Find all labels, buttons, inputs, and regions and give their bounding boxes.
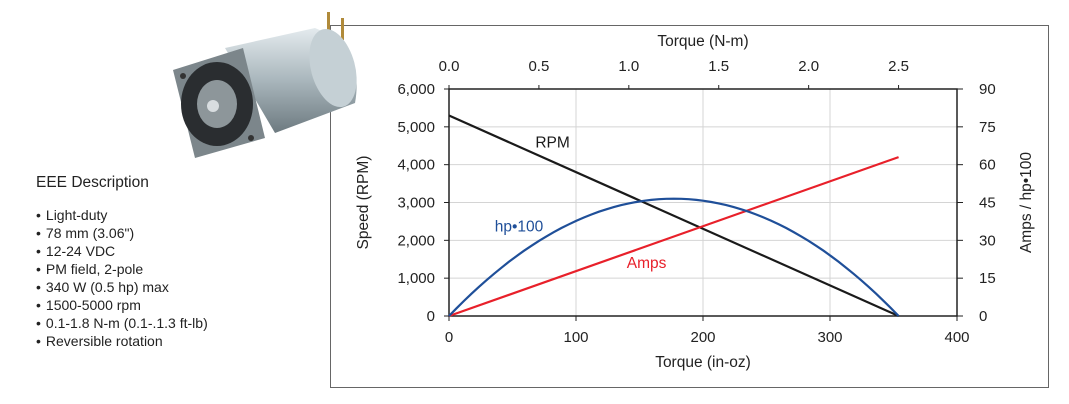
x-tick-label: 100 [563, 329, 588, 346]
x2-tick-label: 0.0 [439, 58, 460, 75]
y-tick-label: 1,000 [397, 270, 435, 287]
spec-item: 340 W (0.5 hp) max [36, 278, 208, 296]
x2-tick-label: 1.5 [708, 58, 729, 75]
chart-frame [330, 25, 1049, 388]
x2-axis-label: Torque (N-m) [657, 33, 748, 50]
x2-tick-label: 1.0 [618, 58, 639, 75]
x2-tick-label: 0.5 [528, 58, 549, 75]
series-label: Amps [627, 255, 667, 272]
spec-item: 1500-5000 rpm [36, 296, 208, 314]
series-line-2 [448, 197, 900, 317]
series-label: RPM [535, 135, 569, 152]
y2-tick-label: 15 [979, 270, 996, 287]
x2-tick-label: 2.5 [888, 58, 909, 75]
x-tick-label: 200 [690, 329, 715, 346]
series-line-0 [448, 114, 900, 318]
y2-tick-label: 30 [979, 232, 996, 249]
y-tick-label: 3,000 [397, 195, 435, 212]
y-tick-label: 2,000 [397, 232, 435, 249]
series-line-1 [448, 156, 899, 318]
description-panel: EEE Description Light-duty78 mm (3.06")1… [36, 174, 208, 350]
y-axis-label: Speed (RPM) [355, 156, 372, 250]
x-tick-label: 400 [944, 329, 969, 346]
y-tick-label: 4,000 [397, 157, 435, 174]
spec-item: 12-24 VDC [36, 242, 208, 260]
y2-tick-label: 0 [979, 308, 987, 325]
spec-list: Light-duty78 mm (3.06")12-24 VDCPM field… [36, 206, 208, 350]
y2-tick-label: 90 [979, 81, 996, 98]
y2-axis-label: Amps / hp•100 [1018, 152, 1035, 253]
plot-area [448, 88, 958, 317]
y-tick-label: 5,000 [397, 119, 435, 136]
x-axis-label: Torque (in-oz) [655, 354, 751, 371]
motor-image [173, 12, 357, 158]
y-tick-label: 6,000 [397, 81, 435, 98]
x-tick-label: 0 [445, 329, 453, 346]
x2-tick-label: 2.0 [798, 58, 819, 75]
series-label: hp•100 [495, 219, 544, 236]
y2-tick-label: 60 [979, 157, 996, 174]
x-tick-label: 300 [817, 329, 842, 346]
y2-tick-label: 45 [979, 195, 996, 212]
spec-item: 0.1-1.8 N-m (0.1-.1.3 ft-lb) [36, 314, 208, 332]
spec-item: PM field, 2-pole [36, 260, 208, 278]
y2-tick-label: 75 [979, 119, 996, 136]
spec-item: Light-duty [36, 206, 208, 224]
y-tick-label: 0 [427, 308, 435, 325]
spec-item: Reversible rotation [36, 332, 208, 350]
description-title: EEE Description [36, 174, 149, 191]
spec-item: 78 mm (3.06") [36, 224, 208, 242]
